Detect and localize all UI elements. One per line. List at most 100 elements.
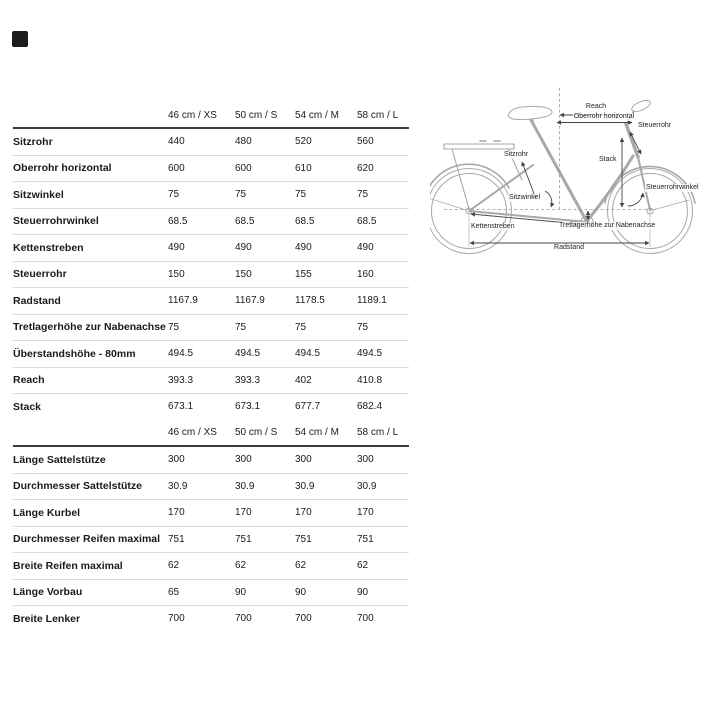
table-row: Länge Sattelstütze 300 300 300 300 [13,447,409,474]
diagram-label-sitzrohr: Sitzrohr [503,151,530,159]
row-label: Sitzwinkel [13,188,64,201]
row-value: 90 [357,586,369,598]
row-value: 490 [235,242,252,254]
table-row: Sitzrohr 440 480 520 560 [13,129,409,156]
table-row: Stack 673.1 673.1 677.7 682.4 [13,394,409,420]
row-value: 751 [168,533,185,545]
row-label: Sitzrohr [13,135,53,148]
diagram-label-stack: Stack [598,156,618,164]
row-value: 751 [357,533,374,545]
row-label: Durchmesser Reifen maximal [13,533,161,546]
table-row: Sitzwinkel 75 75 75 75 [13,182,409,209]
row-value: 62 [168,560,180,572]
row-value: 90 [295,586,307,598]
table-row: Länge Kurbel 170 170 170 170 [13,500,409,527]
table-row: Steuerrohrwinkel 68.5 68.5 68.5 68.5 [13,209,409,235]
row-value: 150 [168,268,185,280]
row-value: 490 [295,242,312,254]
row-value: 30.9 [235,480,255,492]
size-column-header-m: 54 cm / M [295,426,339,438]
row-value: 700 [235,613,252,625]
diagram-label-steuerrohr: Steuerrohr [637,122,673,130]
row-value: 90 [235,586,247,598]
geometry-tables: 46 cm / XS 50 cm / S 54 cm / M 58 cm / L… [13,104,409,632]
diagram-label-radstand: Radstand [553,244,585,252]
row-value: 30.9 [295,480,315,492]
row-value: 75 [295,189,307,201]
row-value: 300 [235,454,252,466]
size-column-header-s: 50 cm / S [235,426,278,438]
row-value: 75 [168,189,180,201]
row-value: 68.5 [168,215,188,227]
row-label: Tretlagerhöhe zur Nabenachse [13,321,166,334]
row-value: 155 [295,268,312,280]
row-value: 300 [168,454,185,466]
frame-geometry-table-body: Sitzrohr 440 480 520 560 Oberrohr horizontal 6… [13,129,409,420]
row-value: 170 [295,507,312,519]
diagram-label-reach: Reach [584,103,608,111]
diagram-label-kettenstreben: Kettenstreben [470,223,516,231]
row-label: Länge Sattelstütze [13,453,106,466]
diagram-label-oberrohr: Oberrohr horizontal [572,113,636,121]
row-value: 494.5 [168,348,194,360]
bike-line-drawing [430,88,696,254]
row-label: Oberrohr horizontal [13,162,112,175]
row-value: 610 [295,162,312,174]
row-value: 68.5 [295,215,315,227]
row-value: 170 [357,507,374,519]
row-value: 68.5 [357,215,377,227]
row-value: 1167.9 [235,295,265,307]
row-value: 520 [295,136,312,148]
row-value: 68.5 [235,215,255,227]
size-header-row-2: 46 cm / XS 50 cm / S 54 cm / M 58 cm / L [13,420,409,447]
row-value: 75 [235,321,247,333]
row-value: 75 [168,321,180,333]
row-value: 494.5 [357,348,383,360]
row-value: 62 [235,560,247,572]
row-value: 75 [295,321,307,333]
table-row: Tretlagerhöhe zur Nabenachse 75 75 75 75 [13,315,409,341]
row-value: 494.5 [295,348,321,360]
row-value: 490 [168,242,185,254]
row-label: Steuerrohrwinkel [13,215,99,228]
size-column-header-xs: 46 cm / XS [168,426,217,438]
bike-geometry-diagram: Reach Oberrohr horizontal Steuerrohr Sta… [430,80,720,265]
size-column-header-l: 58 cm / L [357,426,399,438]
row-label: Kettenstreben [13,241,84,254]
table-row: Reach 393.3 393.3 402 410.8 [13,368,409,394]
table-row: Kettenstreben 490 490 490 490 [13,235,409,262]
row-label: Breite Reifen maximal [13,559,123,572]
row-value: 490 [357,242,374,254]
row-label: Reach [13,374,45,387]
row-value: 600 [168,162,185,174]
row-value: 751 [295,533,312,545]
row-value: 560 [357,136,374,148]
row-label: Durchmesser Sattelstütze [13,480,142,493]
row-value: 393.3 [168,374,194,386]
row-label: Länge Vorbau [13,586,83,599]
diagram-label-sitzwinkel: Sitzwinkel [508,194,542,202]
row-value: 751 [235,533,252,545]
row-value: 150 [235,268,252,280]
row-value: 410.8 [357,374,383,386]
table-row: Durchmesser Reifen maximal 751 751 751 751 [13,527,409,553]
row-value: 700 [295,613,312,625]
row-value: 160 [357,268,374,280]
row-value: 673.1 [235,401,261,413]
row-value: 700 [168,613,185,625]
row-value: 440 [168,136,185,148]
size-column-header-s: 50 cm / S [235,110,278,121]
table-row: Länge Vorbau 65 90 90 90 [13,580,409,606]
size-column-header-l: 58 cm / L [357,110,399,121]
row-value: 300 [295,454,312,466]
row-value: 494.5 [235,348,261,360]
row-value: 62 [357,560,369,572]
row-label: Stack [13,400,42,413]
table-row: Durchmesser Sattelstütze 30.9 30.9 30.9 30.9 [13,474,409,500]
row-value: 75 [357,321,369,333]
row-value: 62 [295,560,307,572]
row-value: 1167.9 [168,295,198,307]
row-label: Überstandshöhe - 80mm [13,347,136,360]
table-row: Radstand 1167.9 1167.9 1178.5 1189.1 [13,288,409,315]
size-column-header-xs: 46 cm / XS [168,110,217,121]
